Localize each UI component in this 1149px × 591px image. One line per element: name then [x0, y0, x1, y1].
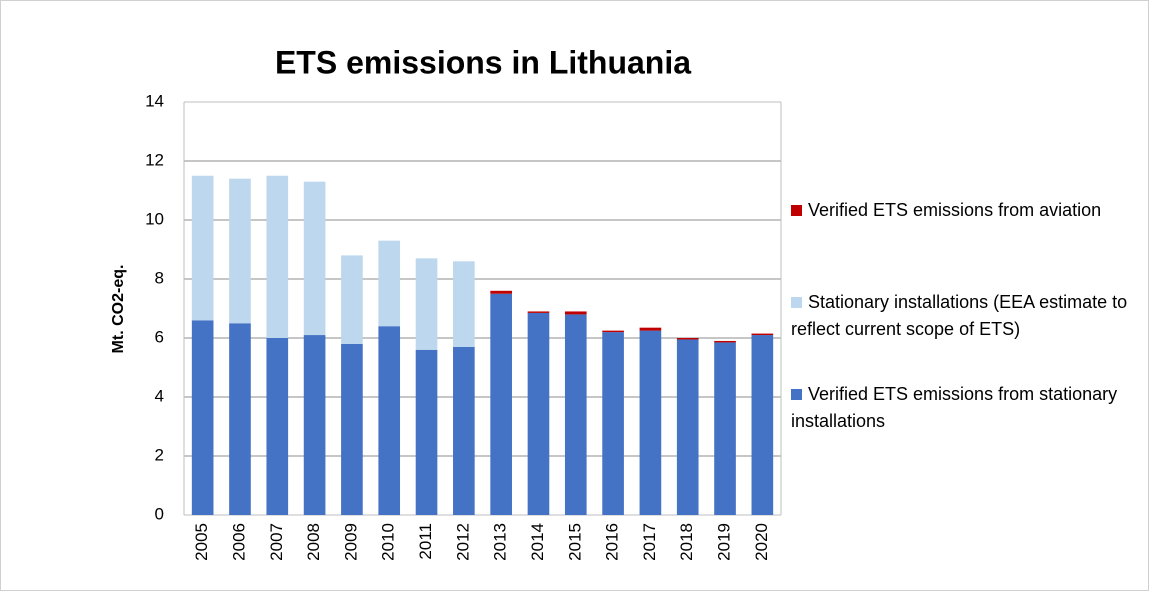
legend-label: Verified ETS emissions from aviation — [808, 200, 1102, 220]
bar-segment — [639, 330, 662, 515]
x-tick-label: 2020 — [752, 523, 771, 561]
y-tick-label: 0 — [155, 504, 164, 523]
bar-segment — [602, 332, 624, 515]
x-tick-label: 2017 — [640, 523, 659, 561]
bar-segment — [751, 333, 774, 336]
y-tick-label: 4 — [155, 386, 164, 405]
y-tick-label: 10 — [145, 209, 164, 228]
legend-swatch — [791, 389, 802, 400]
bar-segment — [191, 320, 214, 515]
y-axis-label: Mt. CO2-eq. — [110, 265, 127, 354]
y-tick-label: 14 — [145, 91, 164, 110]
x-tick-label: 2014 — [528, 523, 547, 561]
bar-segment — [564, 314, 587, 515]
x-tick-label: 2019 — [715, 523, 734, 561]
x-tick-label: 2009 — [341, 523, 360, 561]
legend-item: Stationary installations (EEA estimate t… — [791, 289, 1136, 343]
legend-label: Verified ETS emissions from stationary i… — [791, 384, 1118, 431]
bar-segment — [266, 175, 289, 338]
bar-segment — [714, 340, 736, 343]
x-tick-label: 2005 — [192, 523, 211, 561]
bar-segment — [415, 258, 438, 350]
x-tick-label: 2016 — [603, 523, 622, 561]
x-tick-label: 2007 — [267, 523, 286, 561]
bar-segment — [303, 181, 326, 336]
x-tick-label: 2011 — [416, 523, 435, 560]
bar-segment — [415, 349, 438, 515]
legend-item: Verified ETS emissions from aviation — [791, 197, 1136, 224]
bar-segment — [303, 335, 326, 515]
bar-segment — [676, 338, 699, 340]
x-tick-label: 2006 — [229, 523, 248, 561]
x-tick-label: 2010 — [379, 523, 398, 561]
x-tick-label: 2008 — [304, 523, 323, 561]
bar-segment — [453, 261, 475, 347]
legend-item: Verified ETS emissions from stationary i… — [791, 381, 1136, 435]
x-tick-label: 2013 — [491, 523, 510, 561]
legend-swatch — [791, 205, 802, 216]
bar-segment — [714, 342, 736, 515]
bar-segment — [751, 335, 774, 515]
chart-title: ETS emissions in Lithuania — [275, 44, 691, 80]
bar-segment — [341, 343, 363, 515]
legend-label: Stationary installations (EEA estimate t… — [791, 292, 1128, 339]
y-tick-label: 6 — [155, 327, 164, 346]
x-tick-label: 2015 — [565, 523, 584, 561]
bar-segment — [564, 311, 587, 315]
bar-segment — [266, 338, 289, 515]
bar-segment — [378, 240, 401, 327]
bar-segment — [229, 323, 251, 515]
legend-swatch — [791, 297, 802, 308]
bar-segment — [490, 293, 512, 515]
bar-segment — [378, 326, 401, 515]
bar-segment — [527, 311, 550, 313]
y-tick-label: 12 — [145, 150, 164, 169]
bar-segment — [229, 178, 251, 324]
bar-segment — [676, 339, 699, 515]
bar-segment — [639, 327, 662, 331]
y-tick-label: 8 — [155, 268, 164, 287]
x-tick-label: 2012 — [453, 523, 472, 561]
bar-segment — [602, 330, 624, 333]
bar-segment — [453, 346, 475, 515]
bar-segment — [341, 255, 363, 344]
bar-segment — [490, 290, 512, 294]
bar-segment — [191, 175, 214, 321]
bar-segment — [527, 312, 550, 515]
y-tick-label: 2 — [155, 445, 164, 464]
x-tick-label: 2018 — [677, 523, 696, 561]
